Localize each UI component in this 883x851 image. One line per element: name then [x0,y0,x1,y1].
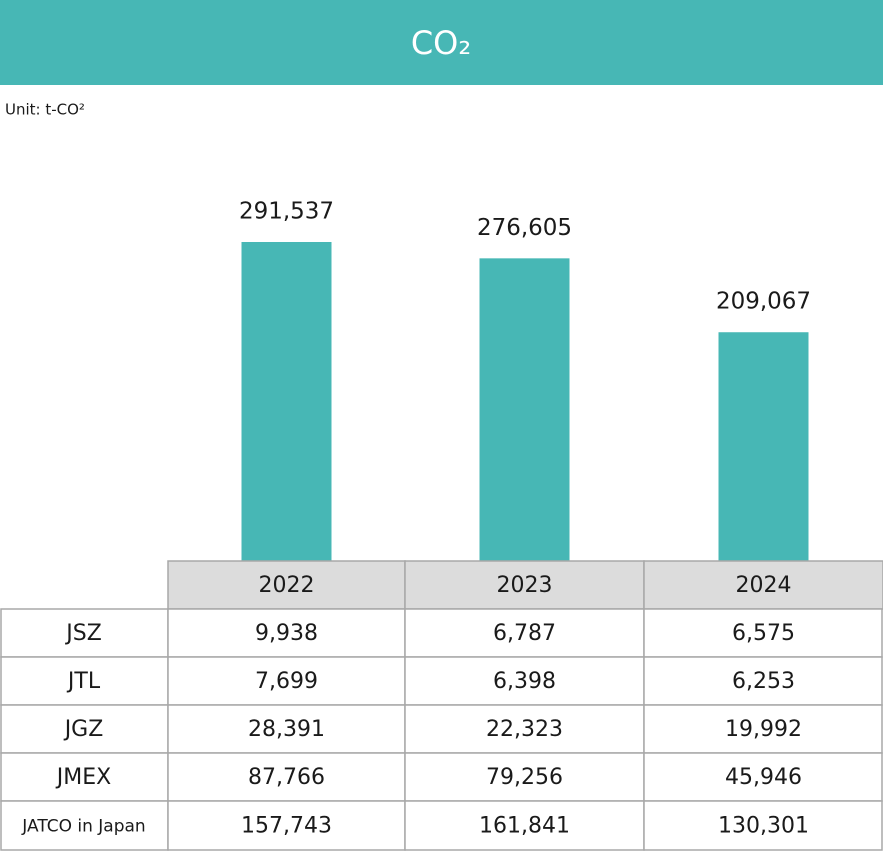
table-cell [0,752,169,802]
table-cell [404,752,645,802]
table-cell [0,800,169,851]
table-cell [643,608,883,658]
table-value: 6,398 [493,669,556,694]
table-value: 6,575 [732,621,795,646]
bar [718,332,809,561]
value-label: 276,605 [477,215,572,241]
table-value: 130,301 [718,814,809,839]
table-cell [167,752,406,802]
table-cell [643,800,883,851]
table-value: 22,323 [486,717,563,742]
table-value: 87,766 [248,765,325,790]
table-value: 7,699 [255,669,318,694]
bar [241,242,332,561]
unit-label: Unit: t-CO² [5,101,85,119]
row-label: JMEX [55,765,111,790]
table-cell [404,608,645,658]
table-cell [404,704,645,754]
table-header: 2024 [736,573,792,598]
table-cell [643,752,883,802]
chart-title: CO₂ [411,24,471,62]
table-header: 2023 [497,573,553,598]
table-value: 19,992 [725,717,802,742]
table-value: 6,787 [493,621,556,646]
row-label: JGZ [63,717,104,742]
table-value: 9,938 [255,621,318,646]
value-label: 291,537 [239,199,334,225]
table-cell [167,704,406,754]
table-cell [643,656,883,706]
value-label: 209,067 [716,289,811,315]
bar [479,258,570,561]
title-bar [0,0,883,85]
table-header-cell [167,560,406,610]
table-value: 6,253 [732,669,795,694]
table-cell [167,608,406,658]
table-cell [404,800,645,851]
table-value: 161,841 [479,814,570,839]
table-header-cell [643,560,883,610]
table-cell [0,704,169,754]
table-value: 28,391 [248,717,325,742]
row-label: JSZ [64,621,102,646]
row-label: JTL [66,669,101,694]
table-value: 157,743 [241,814,332,839]
table-value: 45,946 [725,765,802,790]
table-cell [0,608,169,658]
table-cell [167,800,406,851]
row-label: JATCO in Japan [21,817,145,837]
table-header: 2022 [259,573,315,598]
table-header-cell [404,560,645,610]
table-cell [643,704,883,754]
table-value: 79,256 [486,765,563,790]
